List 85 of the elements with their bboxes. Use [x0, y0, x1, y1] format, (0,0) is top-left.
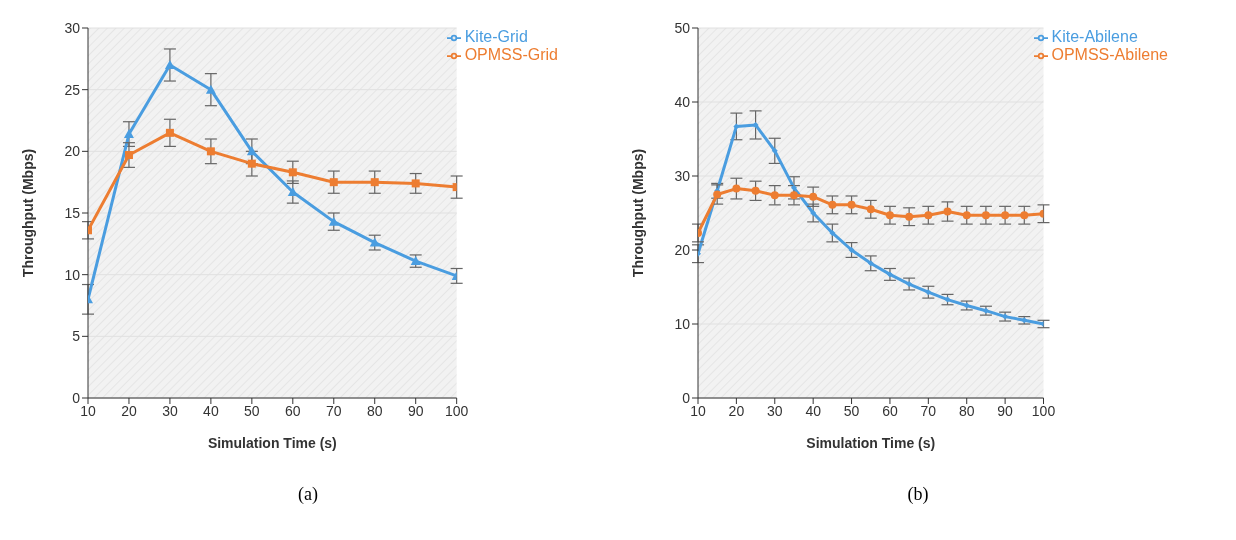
- point: [925, 289, 932, 296]
- point: [411, 179, 420, 188]
- x-tick-label: 60: [882, 402, 898, 419]
- y-axis-title: Throughput (Mbps): [629, 148, 646, 278]
- x-tick-label: 60: [285, 402, 301, 419]
- point: [328, 216, 339, 226]
- point: [943, 207, 952, 216]
- point: [924, 211, 933, 220]
- legend-label: OPMSS-Abilene: [1051, 46, 1168, 63]
- y-tick-label: 25: [64, 81, 81, 98]
- x-tick-label: 30: [766, 402, 783, 419]
- x-tick-label: 90: [997, 402, 1014, 419]
- point: [206, 147, 215, 156]
- point: [810, 210, 817, 216]
- x-tick-label: 20: [121, 402, 137, 419]
- point: [329, 178, 338, 187]
- point: [124, 151, 133, 160]
- point: [848, 247, 855, 253]
- y-tick-label: 30: [64, 19, 81, 36]
- legend-label: Kite-Grid: [464, 28, 528, 45]
- x-tick-label: 100: [1031, 402, 1056, 419]
- point: [164, 60, 175, 69]
- point: [288, 168, 297, 177]
- y-tick-label: 50: [674, 19, 691, 36]
- text: (a): [297, 484, 319, 505]
- y-tick-label: 40: [674, 93, 691, 110]
- line-series: [698, 121, 1044, 327]
- text: (b): [906, 484, 930, 505]
- point: [205, 84, 216, 94]
- x-axis-title: Simulation Time (s): [806, 435, 936, 451]
- point: [751, 186, 760, 195]
- x-tick-label: 100: [444, 402, 469, 419]
- point: [847, 200, 856, 209]
- point: [713, 190, 722, 199]
- x-tick-label: 80: [958, 402, 975, 419]
- point: [866, 205, 875, 214]
- point: [886, 271, 893, 278]
- point: [885, 211, 894, 220]
- y-tick-label: 15: [64, 204, 81, 221]
- point: [905, 212, 914, 221]
- point: [789, 191, 798, 200]
- point: [733, 123, 740, 130]
- point: [370, 178, 379, 187]
- x-tick-label: 10: [690, 402, 706, 419]
- y-tick-label: 0: [682, 389, 691, 406]
- y-tick-label: 0: [72, 389, 81, 406]
- point: [770, 191, 779, 200]
- x-tick-label: 50: [244, 402, 260, 419]
- point: [962, 211, 971, 220]
- point: [369, 237, 380, 247]
- point: [867, 260, 874, 267]
- y-axis-title: Throughput (Mbps): [19, 148, 36, 278]
- point: [809, 192, 818, 201]
- point: [828, 200, 837, 209]
- point: [829, 229, 836, 236]
- x-tick-label: 40: [805, 402, 822, 419]
- point: [247, 159, 256, 168]
- y-tick-label: 10: [674, 315, 691, 332]
- point: [1001, 211, 1010, 220]
- legend-label: Kite-Abilene: [1051, 28, 1138, 45]
- point: [246, 146, 257, 156]
- legend-label: OPMSS-Grid: [464, 46, 558, 63]
- point: [732, 184, 741, 193]
- y-tick-label: 20: [64, 143, 81, 160]
- point: [123, 129, 134, 139]
- y-tick-label: 10: [64, 266, 81, 283]
- x-tick-label: 80: [366, 402, 383, 419]
- x-tick-label: 50: [843, 402, 860, 419]
- x-axis-title: Simulation Time (s): [207, 435, 337, 451]
- y-tick-label: 20: [674, 241, 691, 258]
- point: [906, 281, 913, 288]
- x-tick-label: 70: [325, 402, 342, 419]
- point: [752, 121, 759, 128]
- x-tick-label: 40: [203, 402, 219, 419]
- point: [1020, 211, 1029, 220]
- x-tick-label: 30: [162, 402, 178, 419]
- y-tick-label: 5: [72, 328, 81, 345]
- point: [771, 147, 778, 154]
- point: [165, 128, 174, 137]
- point: [981, 211, 990, 220]
- y-tick-label: 30: [674, 167, 691, 184]
- x-tick-label: 20: [728, 402, 745, 419]
- x-tick-label: 70: [920, 402, 937, 419]
- point: [790, 184, 797, 191]
- x-tick-label: 90: [407, 402, 424, 419]
